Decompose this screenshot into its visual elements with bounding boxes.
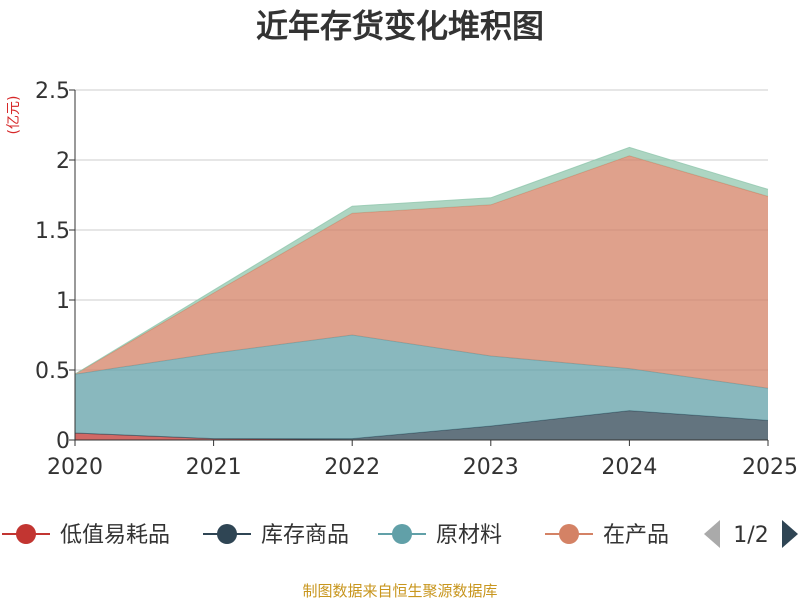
x-tick-label: 2022 (324, 455, 380, 480)
legend-item-在产品[interactable]: 在产品 (545, 523, 669, 548)
y-tick-label: 0 (56, 429, 70, 454)
y-axis-unit-label: (亿元) (6, 96, 22, 135)
legend-prev-page-icon[interactable] (704, 520, 720, 548)
legend-marker-icon (392, 524, 412, 544)
legend-item-原材料[interactable]: 原材料 (378, 523, 502, 548)
y-tick-label: 1.5 (35, 219, 70, 244)
axes (74, 90, 768, 441)
legend-marker-icon (16, 524, 36, 544)
area-series-在产品 (75, 155, 768, 389)
area-series-库存商品 (75, 410, 768, 440)
legend: 低值易耗品 库存商品 原材料 在产品 (2, 523, 669, 548)
legend-page-indicator: 1/2 (733, 523, 768, 548)
tick-labels: 0 0.5 1 1.5 2 2.5 2020 2021 2022 2023 2024 2025 (35, 79, 798, 480)
legend-label: 在产品 (603, 523, 669, 548)
legend-next-page-icon[interactable] (782, 520, 798, 548)
legend-item-低值易耗品[interactable]: 低值易耗品 (2, 523, 170, 548)
y-tick-label: 2 (56, 149, 70, 174)
legend-label: 低值易耗品 (60, 523, 170, 548)
area-series-原材料 (75, 335, 768, 439)
legend-label: 库存商品 (261, 523, 349, 548)
legend-marker-icon (217, 524, 237, 544)
y-tick-label: 2.5 (35, 79, 70, 104)
x-tick-label: 2020 (47, 455, 103, 480)
x-tick-label: 2024 (601, 455, 657, 480)
y-tick-label: 0.5 (35, 359, 70, 384)
legend-pager: 1/2 (704, 520, 798, 548)
x-tick-label: 2021 (186, 455, 242, 480)
legend-label: 原材料 (436, 523, 502, 548)
legend-marker-icon (559, 524, 579, 544)
area-series-低值易耗品 (75, 433, 768, 440)
x-tick-label: 2023 (463, 455, 519, 480)
area-series-other (75, 147, 768, 375)
area-series-line-other (74, 146, 769, 375)
source-note: 制图数据来自恒生聚源数据库 (302, 582, 497, 600)
legend-item-库存商品[interactable]: 库存商品 (203, 523, 349, 548)
area-series-layer (74, 146, 769, 441)
chart-title: 近年存货变化堆积图 (256, 7, 544, 45)
x-tick-label: 2025 (742, 455, 798, 480)
y-tick-label: 1 (56, 289, 70, 314)
